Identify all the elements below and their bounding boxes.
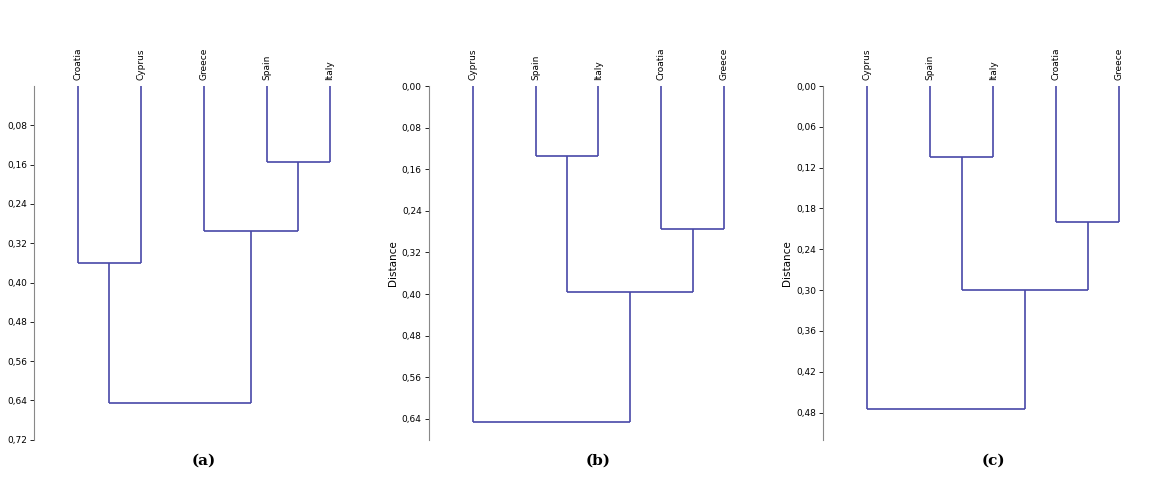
Text: (b): (b): [586, 454, 611, 468]
Y-axis label: Distance: Distance: [783, 240, 792, 286]
Y-axis label: Distance: Distance: [387, 240, 398, 286]
Text: (c): (c): [982, 454, 1005, 468]
Text: (a): (a): [192, 454, 216, 468]
